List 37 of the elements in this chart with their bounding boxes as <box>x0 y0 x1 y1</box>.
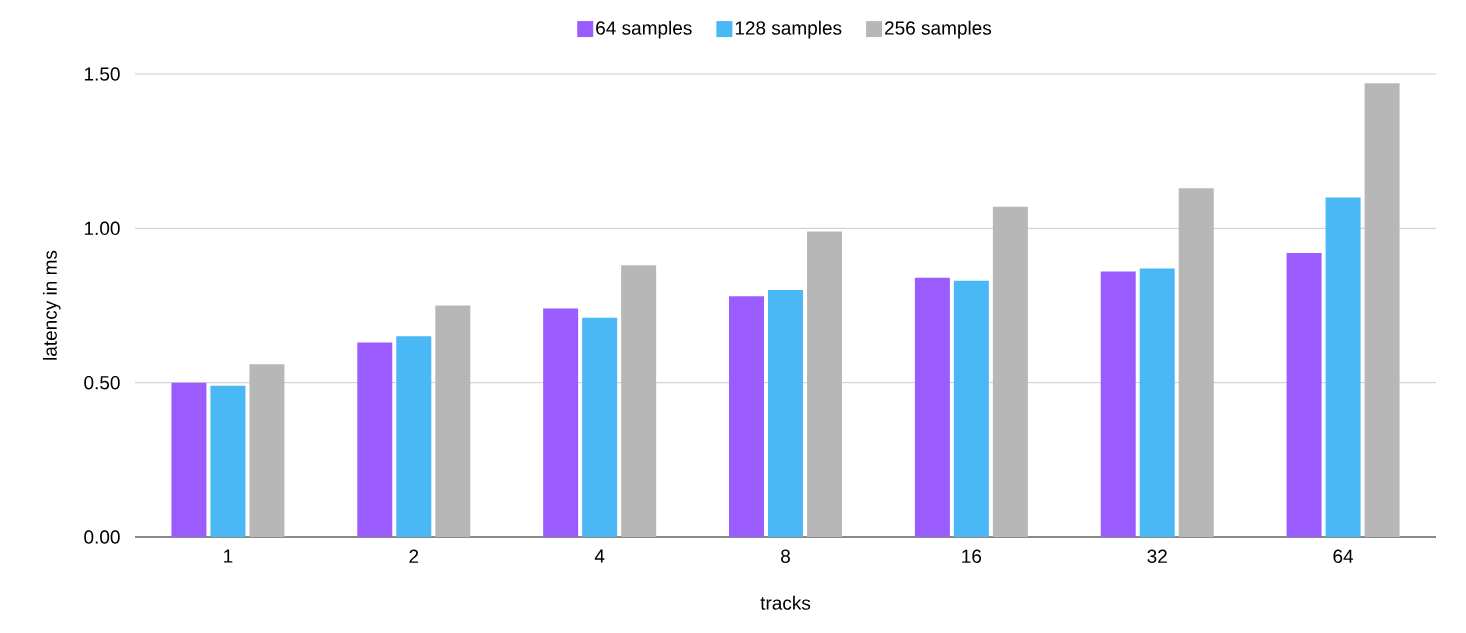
bar <box>914 277 950 537</box>
bar <box>543 308 579 537</box>
x-axis-title: tracks <box>760 595 811 610</box>
x-tick-label: 64 <box>1333 549 1354 563</box>
x-tick-label: 16 <box>962 549 982 563</box>
x-tick-label: 4 <box>594 549 605 563</box>
x-tick-label: 1 <box>224 549 233 563</box>
bar <box>1100 271 1136 537</box>
legend-label: 64 samples <box>596 20 692 39</box>
bar <box>1364 83 1400 537</box>
bar <box>435 305 471 537</box>
x-tick-label: 2 <box>409 549 419 563</box>
legend-label: 256 samples <box>885 20 992 39</box>
bar <box>357 342 393 537</box>
y-tick-label: 1.00 <box>84 221 120 236</box>
bar <box>1178 188 1214 537</box>
y-tick-label: 0.00 <box>84 530 120 544</box>
y-tick-label: 1.50 <box>84 67 120 81</box>
bar <box>807 231 843 537</box>
bar <box>171 382 207 537</box>
bar <box>1139 268 1175 537</box>
bar <box>582 317 618 537</box>
bar <box>396 336 432 537</box>
bar <box>768 290 804 537</box>
x-tick-label: 32 <box>1147 549 1167 563</box>
bar <box>729 296 765 537</box>
bar <box>953 280 989 537</box>
bar <box>621 265 657 537</box>
bar <box>1286 253 1322 537</box>
bar <box>992 206 1028 537</box>
bar <box>210 385 246 537</box>
legend-label: 128 samples <box>735 20 842 39</box>
y-tick-label: 0.50 <box>84 375 120 390</box>
x-tick-label: 8 <box>781 549 790 563</box>
bar <box>1325 197 1361 537</box>
bar <box>249 364 285 537</box>
y-axis-title: latency in ms <box>42 250 61 360</box>
